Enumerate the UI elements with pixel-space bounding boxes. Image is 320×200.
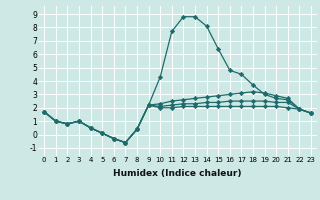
X-axis label: Humidex (Indice chaleur): Humidex (Indice chaleur) <box>113 169 242 178</box>
